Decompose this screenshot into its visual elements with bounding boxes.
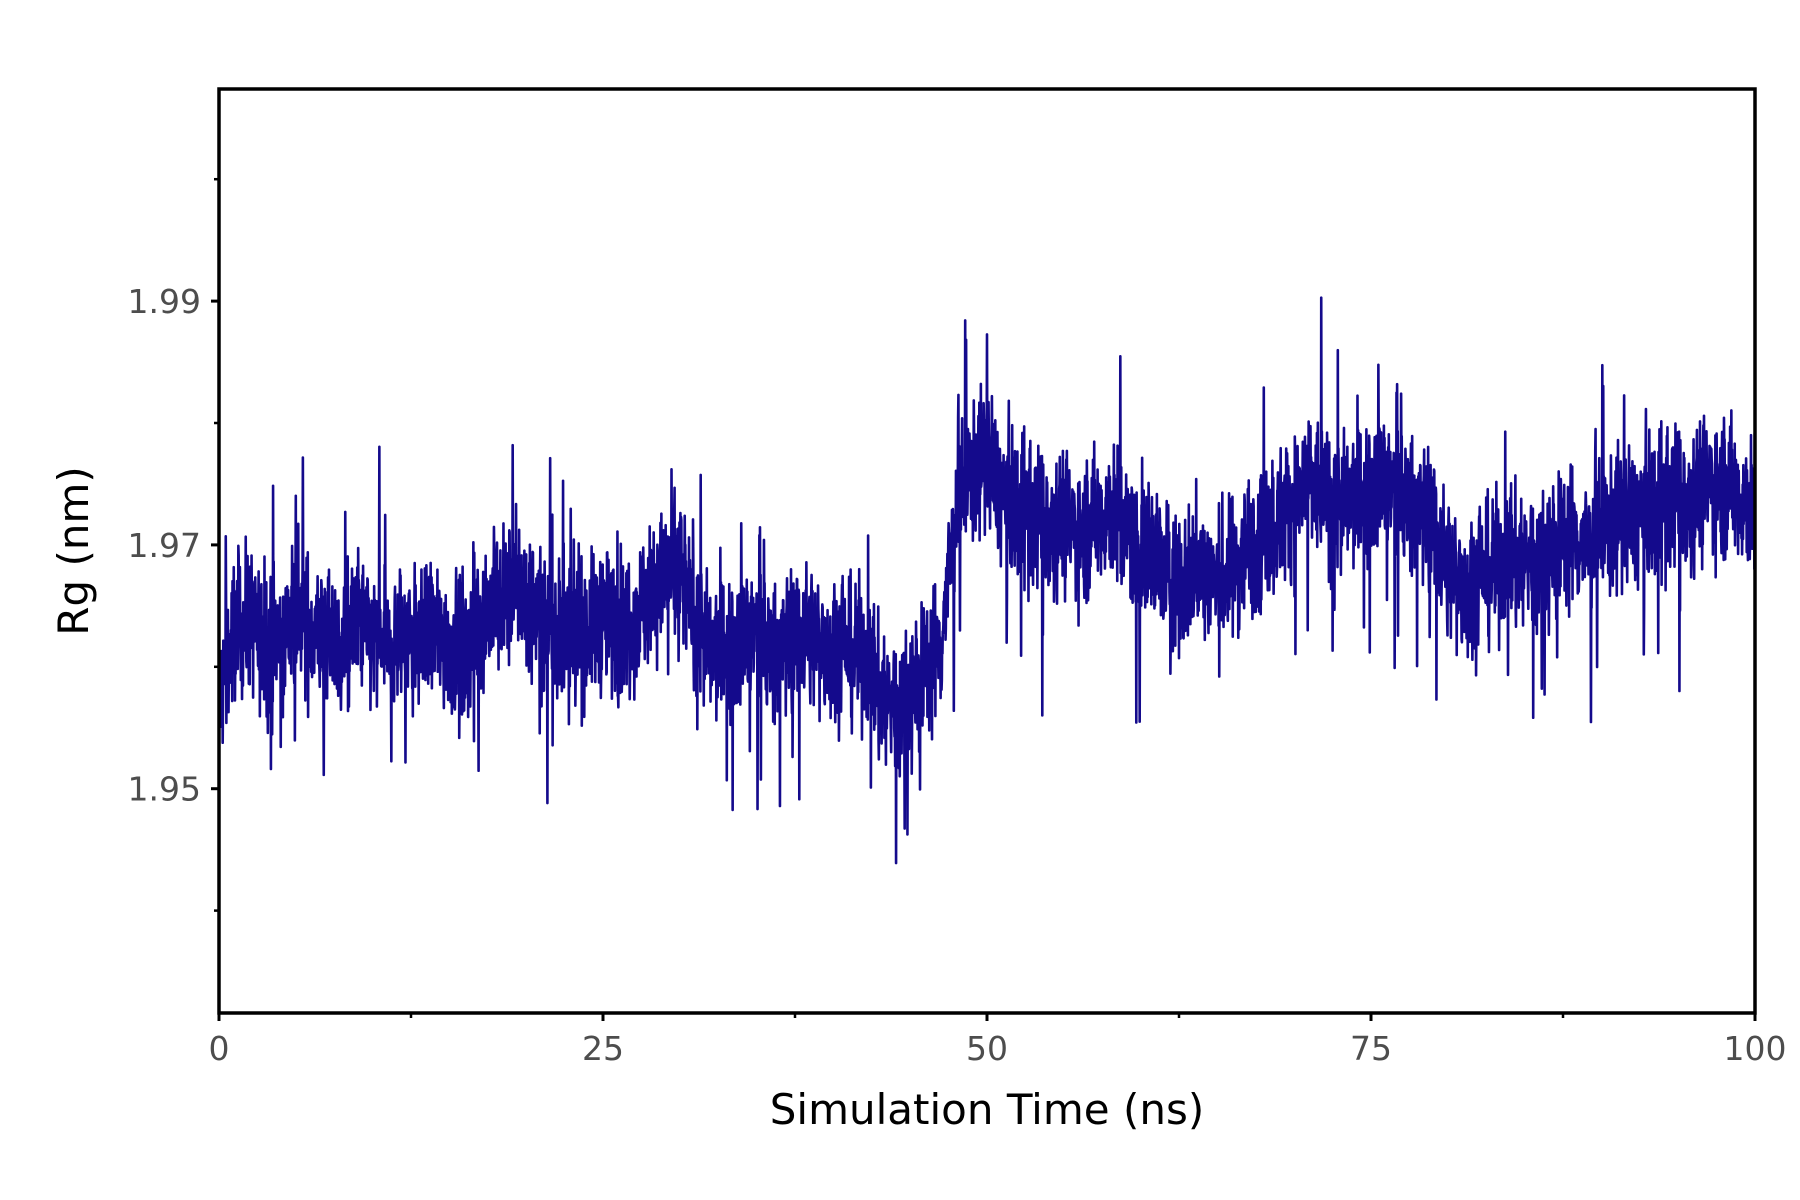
y-tick-label: 1.95 (128, 770, 201, 809)
x-tick-label: 50 (966, 1029, 1008, 1068)
x-axis-ticks: 0 25 50 75 100 (209, 1013, 1787, 1068)
y-tick-label: 1.99 (128, 282, 201, 321)
y-axis-title: Rg (nm) (49, 466, 98, 636)
x-axis-title: Simulation Time (ns) (770, 1085, 1204, 1134)
x-tick-label: 0 (209, 1029, 230, 1068)
plot-content (217, 296, 1757, 865)
x-tick-label: 25 (582, 1029, 624, 1068)
x-tick-label: 75 (1350, 1029, 1392, 1068)
x-tick-label: 100 (1724, 1029, 1787, 1068)
y-tick-label: 1.97 (128, 526, 201, 565)
y-axis-ticks: 1.95 1.97 1.99 (128, 177, 219, 912)
rg-series-line (217, 296, 1757, 865)
